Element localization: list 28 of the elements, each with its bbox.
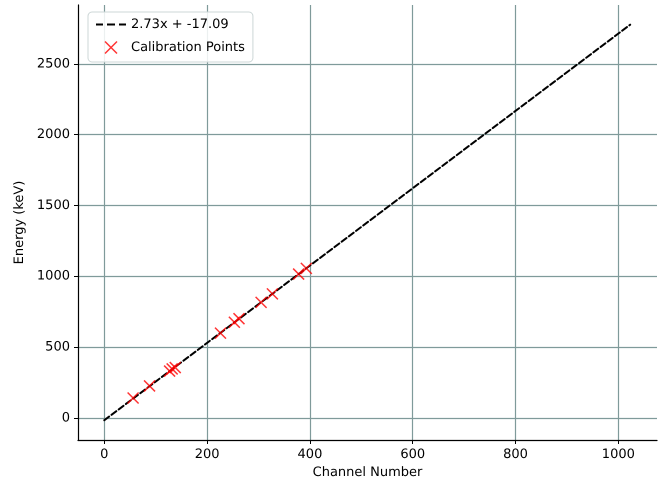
y-axis-title: Energy (keV)	[12, 180, 28, 264]
legend-label: 2.73x + -17.09	[131, 17, 229, 32]
legend-label: Calibration Points	[131, 40, 246, 55]
y-tick-label: 500	[45, 340, 70, 354]
point	[163, 364, 176, 378]
x-axis-title: Channel Number	[312, 465, 424, 480]
y-tick-label: 0	[62, 410, 70, 426]
point	[166, 362, 178, 376]
y-tick-label: 2000	[36, 127, 70, 142]
point	[266, 288, 279, 300]
x-tick-label: 800	[503, 447, 528, 462]
x-tick-label: 0	[100, 447, 108, 462]
y-tick-label: 2500	[36, 56, 70, 72]
point	[254, 296, 268, 309]
x-tick-label: 1000	[602, 447, 635, 462]
x-tick-label: 600	[400, 447, 426, 462]
point	[232, 312, 246, 325]
x-tick-label: 200	[194, 447, 220, 462]
point	[126, 392, 140, 404]
y-tick-label: 1500	[36, 198, 70, 213]
point	[214, 326, 227, 340]
point	[143, 380, 156, 392]
y-tick-label: 1000	[36, 268, 70, 284]
point	[169, 361, 182, 374]
point	[300, 262, 313, 275]
point	[228, 316, 241, 328]
x-tick-label: 400	[298, 447, 322, 462]
point	[292, 268, 305, 280]
